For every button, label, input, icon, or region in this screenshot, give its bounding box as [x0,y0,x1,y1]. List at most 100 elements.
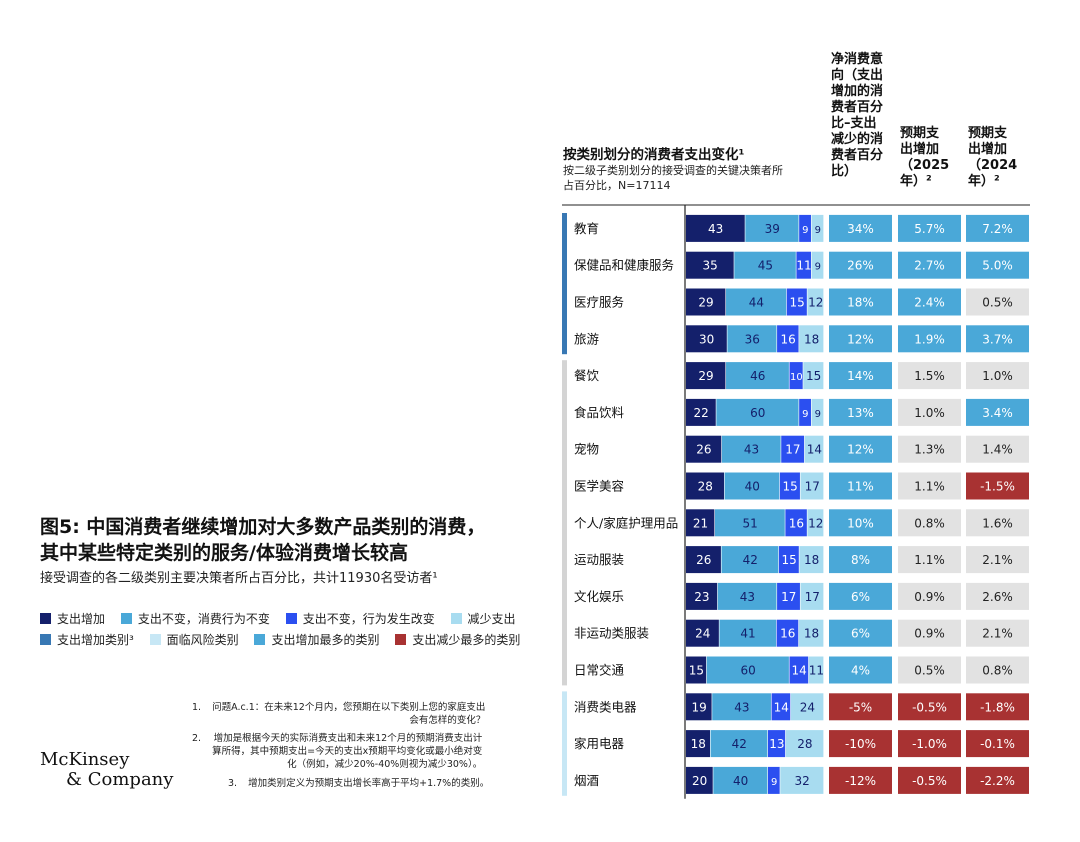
bar-segment [777,582,800,610]
metric-cell [898,509,961,537]
bar-value-label: 46 [750,369,765,383]
bar-segment [808,656,824,684]
metric-cell [829,693,892,721]
metric-cell [966,656,1029,684]
bar-segment [798,619,824,647]
column-header-line: 出增加 [900,142,940,157]
bar-segment [686,251,734,279]
metric-value: 18% [847,296,874,310]
metric-cell [966,214,1029,242]
bar-value-label: 39 [765,222,780,236]
legend-item-top-decline: 支出减少最多的类别 [395,631,520,648]
column-header-line: 减少的消 [831,132,884,147]
logo-line1: McKinsey [40,749,130,770]
legend-item-same-changed: 支出不变，行为发生改变 [285,610,435,627]
bar-value-label: 43 [734,700,749,714]
metric-value: -12% [845,774,876,788]
metric-value: -1.5% [980,480,1015,494]
category-label: 旅游 [574,331,600,346]
bar-value-label: 36 [745,332,760,346]
category-label: 日常交通 [574,663,625,678]
legend-label: 支出不变，行为发生改变 [302,612,435,626]
bar-segment [686,214,745,242]
bar-segment [767,730,786,758]
metric-cell [898,362,961,390]
metric-value: 2.6% [982,590,1013,604]
metric-cell [829,362,892,390]
metric-value: 7.2% [982,222,1013,236]
legend-item-top-growth: 支出增加最多的类别 [254,631,380,648]
bar-segment [799,214,811,242]
legend-item-group-increase: 支出增加类别³ [40,631,134,648]
metric-cell [829,656,892,684]
bar-segment [789,656,809,684]
metric-value: 5.0% [982,259,1013,273]
bar-value-label: 28 [698,480,713,494]
legend-item-same-same: 支出不变，消费行为不变 [120,610,270,627]
footnote-1: 1. 问题A.c.1：在未来12个月内，您预期在以下类别上您的家庭支出 会有怎样… [192,701,485,727]
bar-segment [686,693,712,721]
category-label: 文化娱乐 [574,589,624,604]
bar-segment [686,656,707,684]
metric-cell [829,214,892,242]
chart-subtitle-line1: 按二级子类别划分的接受调查的关键决策者所 [563,164,783,177]
bar-value-label: 14 [792,664,807,678]
bar-segment [706,656,789,684]
metric-cell [966,582,1029,610]
footnote-line: 增加是根据今天的实际消费支出和未来12个月的预期消费支出计 [213,733,483,744]
figure-title-line1: 图5: 中国消费者继续增加对大多数产品类别的消费， [40,516,486,538]
bar-value-label: 26 [696,553,711,567]
category-label: 消费类电器 [574,699,637,714]
metric-cell [966,546,1029,574]
legend-swatch [450,613,462,624]
metric-value: 3.7% [982,332,1013,346]
metric-cell [829,730,892,758]
column-header-line: 预期支 [968,126,1008,141]
metric-value: -2.2% [980,774,1015,788]
metric-value: 1.9% [914,332,945,346]
column-header-line: 年）² [968,174,1000,189]
bar-segment [686,472,725,500]
metric-value: -1.8% [980,700,1015,714]
bar-value-label: 9 [802,409,808,420]
legend-label: 支出增加最多的类别 [271,633,380,647]
bar-segment [779,472,800,500]
category-label: 教育 [574,221,599,236]
bar-segment [799,546,824,574]
bar-segment [790,693,824,721]
bar-segment [686,546,721,574]
metric-value: 26% [847,259,874,273]
bar-segment [771,693,791,721]
bar-segment [789,362,803,390]
footnote-2: 2. 增加是根据今天的实际消费支出和未来12个月的预期消费支出计 算所得，其中预… [192,732,482,771]
category-label: 个人/家庭护理用品 [574,515,678,530]
chart-subtitle: 按二级子类别划分的接受调查的关键决策者所 占百分比，N=17114 [563,163,825,193]
metric-value: 1.1% [914,553,945,567]
metric-cell [829,546,892,574]
bar-value-label: 13 [769,737,784,751]
metric-value: -5% [849,700,872,714]
metric-value: 2.1% [982,553,1013,567]
bar-segment [727,325,777,353]
bar-value-label: 15 [783,480,798,494]
bar-segment [780,766,824,794]
bar-value-label: 44 [749,296,764,310]
bar-value-label: 14 [774,700,789,714]
metric-value: 1.3% [914,443,945,457]
metric-value: 6% [851,590,870,604]
bar-value-label: 18 [804,553,819,567]
column-header-line: 向（支出 [831,68,884,83]
legend-swatch [40,634,51,645]
column-header-growth-2025: 预期支 出增加 （2025 年）² [900,126,949,190]
metric-value: 2.4% [914,296,945,310]
legend-swatch [254,634,266,645]
bar-value-label: 16 [780,332,795,346]
column-header-line: 费者百分 [831,100,884,115]
bar-value-label: 23 [694,590,709,604]
bar-value-label: 42 [743,553,758,567]
metric-value: 0.5% [982,296,1013,310]
bar-segment [686,582,718,610]
footnote-line: 问题A.c.1：在未来12个月内，您预期在以下类别上您的家庭支出 [212,702,486,713]
bar-segment [726,288,787,316]
bar-value-label: 45 [758,259,773,273]
